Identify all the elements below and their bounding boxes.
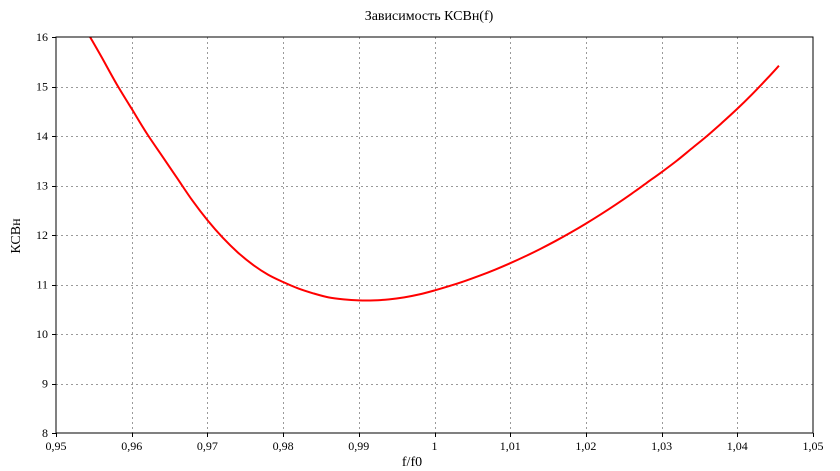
- x-tick-label: 1,02: [575, 439, 596, 453]
- x-tick-label: 0,98: [273, 439, 294, 453]
- x-tick-label: 0,99: [348, 439, 369, 453]
- series-layer: [89, 36, 780, 302]
- grid: [56, 37, 813, 433]
- y-tick-label: 10: [36, 327, 48, 341]
- series-line-0: [89, 36, 780, 302]
- y-tick-label: 12: [36, 228, 48, 242]
- x-tick-label: 0,97: [197, 439, 218, 453]
- x-tick-labels: 0,95 0,96 0,97 0,98 0,99 1 1,01 1,02 1,03 1,04 1,0…: [46, 439, 824, 453]
- y-tick-label: 11: [36, 278, 48, 292]
- y-tick-label: 14: [36, 129, 48, 143]
- plot-frame: [55, 36, 814, 434]
- x-tick-label: 1,03: [651, 439, 672, 453]
- x-tick-label: 0,95: [46, 439, 67, 453]
- y-axis-label: КСВн: [9, 218, 24, 254]
- y-tick-label: 15: [36, 80, 48, 94]
- x-tick-label: 1: [432, 439, 438, 453]
- y-tick-label: 8: [42, 426, 48, 440]
- x-axis-label: f/f0: [402, 455, 422, 470]
- y-tick-label: 13: [36, 179, 48, 193]
- x-tick-label: 1,01: [500, 439, 521, 453]
- y-tick-label: 9: [42, 377, 48, 391]
- x-tick-label: 1,04: [727, 439, 748, 453]
- chart-title: Зависимость КСВн(f): [365, 9, 494, 24]
- y-tick-label: 16: [36, 30, 48, 44]
- tick-marks: [52, 37, 814, 437]
- x-tick-label: 0,96: [121, 439, 142, 453]
- y-tick-labels: 8 9 10 11 12 13 14 15 16: [36, 30, 48, 440]
- x-tick-label: 1,05: [803, 439, 824, 453]
